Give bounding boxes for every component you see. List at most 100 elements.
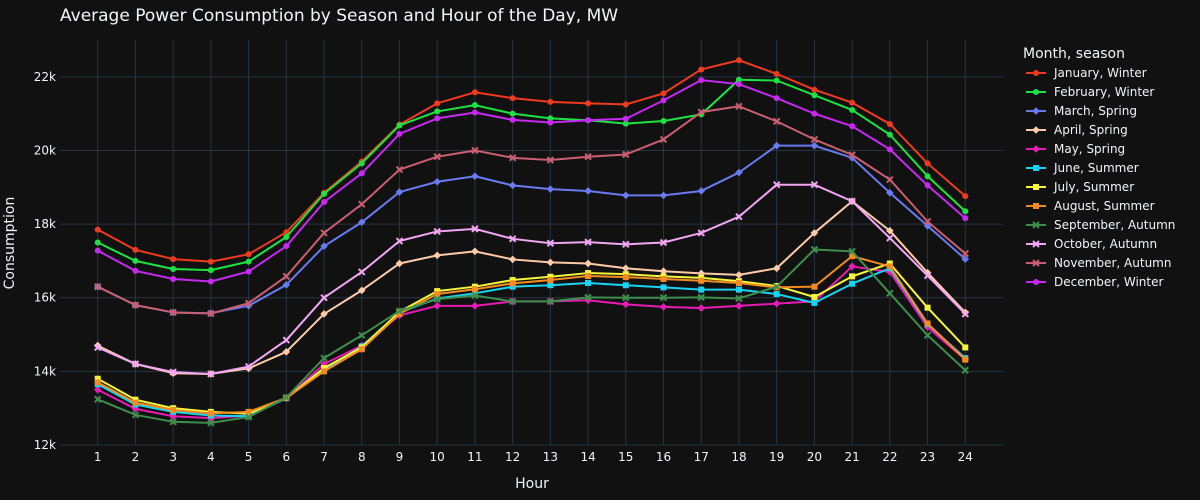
legend-item-june-summer[interactable]: June, Summer	[1026, 161, 1139, 175]
data-point	[735, 76, 742, 83]
legend-item-april-spring[interactable]: April, Spring	[1026, 123, 1128, 137]
data-point	[849, 280, 856, 287]
data-point	[396, 122, 403, 129]
data-point	[395, 307, 404, 315]
data-point	[848, 151, 856, 159]
data-point	[170, 407, 177, 414]
series-august-summer[interactable]	[94, 253, 969, 417]
legend-item-july-summer[interactable]: July, Summer	[1026, 180, 1134, 194]
data-point	[321, 199, 328, 205]
series-january-winter[interactable]	[94, 57, 969, 265]
data-point	[772, 282, 781, 291]
data-point	[244, 362, 253, 371]
legend-label: August, Summer	[1054, 199, 1155, 213]
data-point	[170, 266, 177, 273]
legend-label: July, Summer	[1053, 180, 1134, 194]
legend-label: June, Summer	[1053, 161, 1139, 175]
legend-item-september-autumn[interactable]: September, Autumn	[1026, 218, 1175, 232]
series-april-spring[interactable]	[93, 197, 970, 378]
legend-item-november-autumn[interactable]: November, Autumn	[1026, 256, 1171, 270]
data-point	[924, 182, 931, 189]
data-point	[94, 247, 101, 254]
series-november-autumn[interactable]	[94, 102, 969, 318]
data-point	[433, 227, 441, 236]
data-point	[923, 217, 932, 226]
series-september-autumn[interactable]	[94, 245, 969, 427]
series-october-autumn[interactable]	[94, 180, 969, 378]
data-point	[433, 295, 441, 303]
x-tick-label: 8	[358, 450, 366, 464]
legend-label: March, Spring	[1054, 104, 1137, 118]
series-line	[97, 255, 966, 415]
legend[interactable]: Month, season January, Winter February, W…	[1023, 46, 1175, 289]
series-february-winter[interactable]	[94, 76, 969, 274]
data-point	[395, 165, 404, 174]
data-point	[735, 213, 743, 221]
data-point	[622, 282, 629, 289]
data-point	[509, 116, 516, 123]
data-point	[962, 193, 969, 200]
x-tick-label: 1	[94, 450, 102, 464]
series-line	[97, 105, 966, 315]
data-point	[811, 283, 818, 290]
data-point	[622, 294, 630, 302]
legend-marker	[1032, 221, 1040, 229]
data-point	[962, 208, 969, 215]
y-tick-label: 14k	[34, 364, 56, 378]
legend-marker	[1033, 89, 1039, 95]
series-group	[93, 57, 970, 427]
data-point	[848, 197, 856, 205]
data-point	[94, 395, 102, 404]
data-point	[358, 331, 366, 339]
data-point	[585, 100, 592, 107]
legend-item-may-spring[interactable]: May, Spring	[1026, 142, 1125, 156]
data-point	[886, 188, 894, 197]
series-july-summer[interactable]	[94, 260, 969, 417]
data-point	[245, 258, 252, 265]
legend-item-january-winter[interactable]: January, Winter	[1026, 66, 1147, 80]
series-june-summer[interactable]	[94, 265, 969, 420]
data-point	[282, 281, 291, 289]
data-point	[697, 304, 706, 312]
data-point	[697, 293, 705, 302]
legend-marker	[1032, 240, 1040, 248]
data-point	[244, 299, 253, 307]
data-point	[321, 190, 328, 197]
legend-item-october-autumn[interactable]: October, Autumn	[1026, 237, 1157, 251]
x-tick-label: 2	[132, 450, 140, 464]
x-tick-label: 5	[245, 450, 253, 464]
data-point	[659, 303, 668, 311]
data-point	[735, 271, 743, 279]
legend-item-august-summer[interactable]: August, Summer	[1026, 199, 1155, 213]
legend-item-february-winter[interactable]: February, Winter	[1026, 85, 1154, 99]
data-point	[961, 249, 969, 258]
legend-label: April, Spring	[1054, 123, 1128, 137]
legend-marker	[1032, 145, 1040, 153]
data-point	[396, 130, 403, 137]
data-point	[886, 120, 893, 127]
data-point	[358, 200, 366, 208]
data-point	[207, 278, 214, 285]
data-point	[924, 160, 931, 167]
data-point	[433, 302, 441, 310]
data-point	[923, 271, 932, 280]
data-point	[849, 123, 856, 130]
legend-item-march-spring[interactable]: March, Spring	[1026, 104, 1137, 118]
y-tick-label: 12k	[34, 438, 56, 452]
data-point	[697, 229, 705, 237]
data-point	[471, 225, 479, 233]
data-point	[773, 291, 780, 298]
data-point	[697, 108, 705, 116]
data-point	[848, 247, 856, 256]
data-point	[131, 301, 140, 309]
data-point	[132, 246, 139, 253]
data-point	[811, 293, 818, 300]
data-point	[659, 135, 668, 144]
series-december-winter[interactable]	[94, 77, 969, 285]
legend-item-december-winter[interactable]: December, Winter	[1026, 275, 1163, 289]
y-tick-label: 22k	[34, 70, 56, 84]
data-point	[772, 264, 781, 273]
data-point	[810, 229, 819, 237]
data-point	[508, 235, 517, 243]
